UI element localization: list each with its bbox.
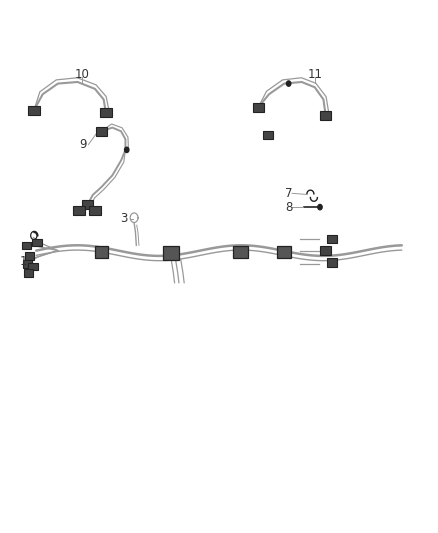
Bar bbox=[89, 206, 101, 215]
Bar bbox=[321, 246, 331, 255]
Bar bbox=[100, 108, 112, 117]
Text: 10: 10 bbox=[74, 68, 89, 81]
Bar bbox=[95, 246, 108, 258]
Bar bbox=[28, 106, 40, 115]
Bar bbox=[163, 246, 180, 260]
Text: 9: 9 bbox=[79, 138, 86, 151]
Bar bbox=[327, 235, 337, 243]
Bar bbox=[233, 246, 248, 258]
Bar bbox=[23, 260, 32, 268]
Bar bbox=[24, 269, 33, 277]
Bar bbox=[277, 246, 291, 258]
Circle shape bbox=[318, 205, 322, 210]
Bar bbox=[263, 131, 272, 139]
Bar bbox=[22, 241, 32, 249]
Circle shape bbox=[286, 81, 291, 86]
Bar bbox=[327, 258, 337, 266]
Bar bbox=[25, 252, 35, 260]
Bar bbox=[32, 239, 42, 246]
Bar bbox=[96, 127, 107, 135]
Text: 8: 8 bbox=[285, 200, 292, 214]
Bar bbox=[73, 206, 85, 215]
Circle shape bbox=[124, 147, 129, 152]
Text: 3: 3 bbox=[120, 212, 127, 225]
Text: 7: 7 bbox=[285, 187, 293, 200]
Bar bbox=[82, 200, 93, 209]
Text: 11: 11 bbox=[307, 68, 322, 81]
Bar bbox=[253, 103, 264, 112]
Bar bbox=[320, 111, 331, 120]
Bar bbox=[28, 263, 38, 270]
Text: 1: 1 bbox=[20, 255, 28, 268]
